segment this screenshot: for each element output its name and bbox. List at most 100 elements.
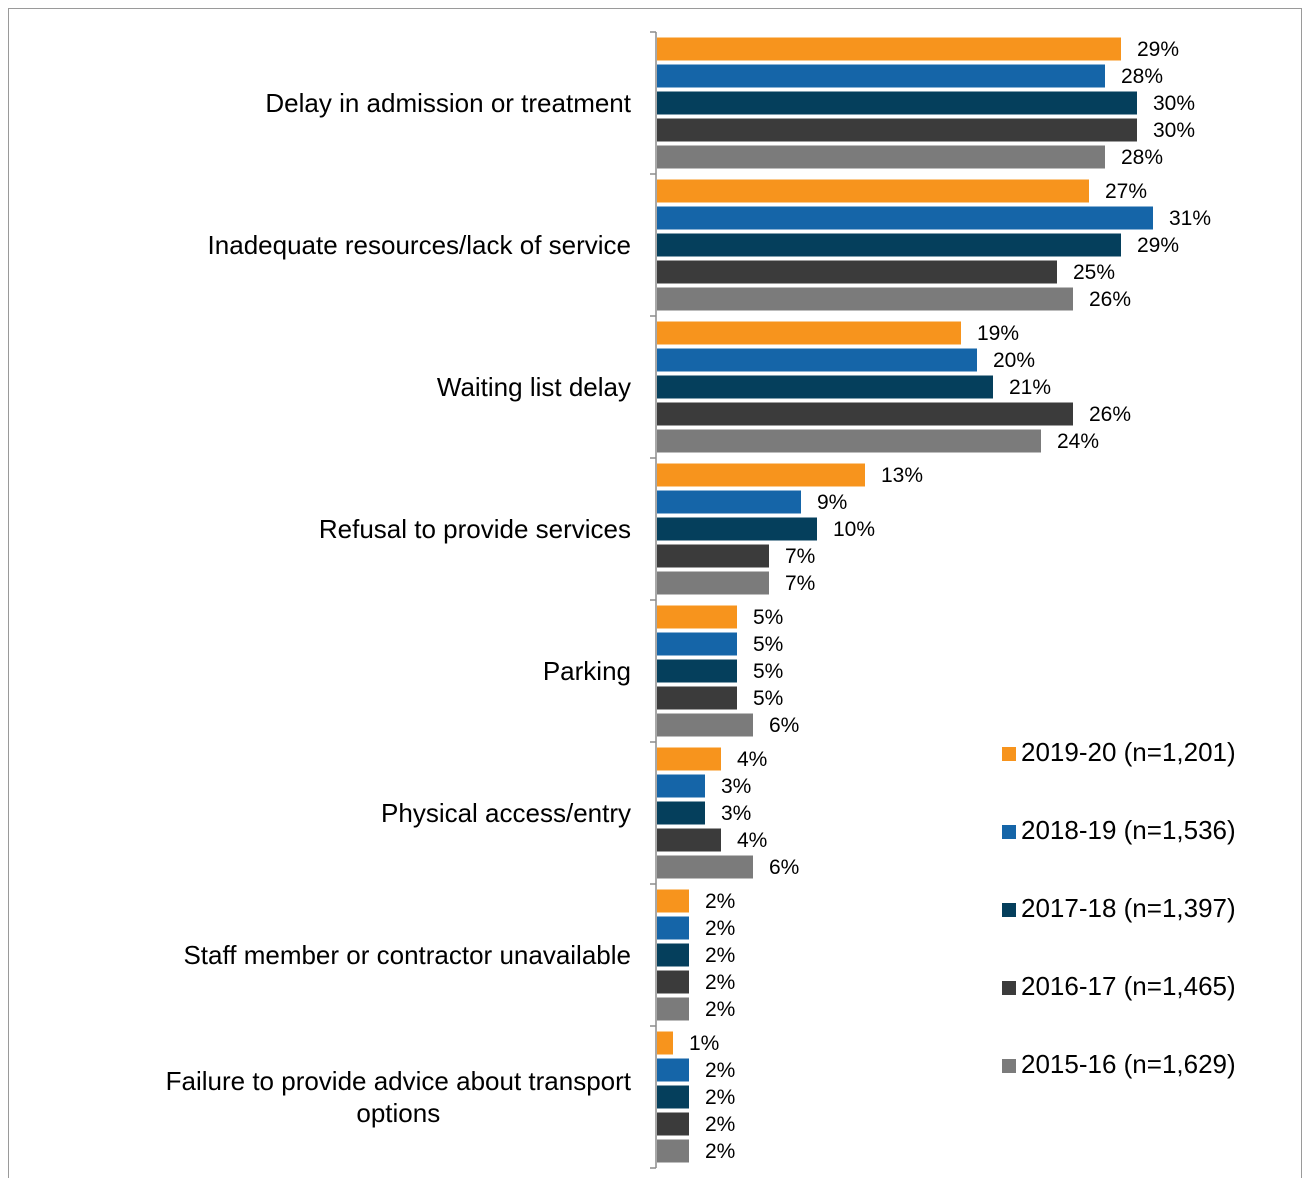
legend-label: 2015-16 (n=1,629) [1021,1049,1236,1079]
category-label: Parking [543,656,631,686]
bar [657,490,801,514]
data-label: 1% [689,1032,719,1055]
chart-frame [8,8,1302,1178]
data-label: 6% [769,856,799,879]
data-label: 5% [753,606,783,629]
data-label: 6% [769,714,799,737]
data-label: 2% [705,1140,735,1163]
bar [657,747,721,771]
bar [657,889,689,913]
data-label: 20% [993,349,1035,372]
category-label: Inadequate resources/lack of service [208,230,631,260]
bar [657,429,1041,453]
data-label: 27% [1105,180,1147,203]
legend-swatch [1002,1059,1016,1073]
data-label: 28% [1121,146,1163,169]
bar [657,1112,689,1136]
data-label: 2% [705,1059,735,1082]
data-label: 4% [737,829,767,852]
bar [657,544,769,568]
data-label: 2% [705,1086,735,1109]
bar [657,37,1121,61]
legend-swatch [1002,747,1016,761]
bar [657,375,993,399]
data-label: 5% [753,660,783,683]
legend-label: 2017-18 (n=1,397) [1021,893,1236,923]
bar [657,943,689,967]
data-label: 24% [1057,430,1099,453]
data-label: 26% [1089,403,1131,426]
data-label: 2% [705,944,735,967]
bar [657,632,737,656]
category-label: Delay in admission or treatment [265,88,631,118]
data-label: 3% [721,775,751,798]
data-label: 21% [1009,376,1051,399]
data-label: 4% [737,748,767,771]
bar [657,571,769,595]
bar [657,260,1057,284]
bar [657,828,721,852]
data-label: 7% [785,545,815,568]
bar [657,686,737,710]
bar [657,179,1089,203]
data-label: 2% [705,971,735,994]
bar [657,206,1153,230]
data-label: 29% [1137,234,1179,257]
data-label: 2% [705,890,735,913]
bar [657,659,737,683]
data-label: 7% [785,572,815,595]
data-label: 26% [1089,288,1131,311]
bar [657,774,705,798]
data-label: 13% [881,464,923,487]
bar [657,801,705,825]
data-label: 5% [753,687,783,710]
bar [657,463,865,487]
bar [657,321,961,345]
legend: 2019-20 (n=1,201) 2018-19 (n=1,536) 2017-1… [1002,737,1236,1079]
data-label: 2% [705,998,735,1021]
data-label: 10% [833,518,875,541]
bar [657,1085,689,1109]
data-label: 31% [1169,207,1211,230]
bar [657,713,753,737]
category-label: Waiting list delay [437,372,631,402]
value-labels: 29% 28% 30% 30% 28% 27% 31% 29% 25% 26% 19% 20% 21% 2… [689,38,1211,1163]
bars [657,37,1153,1163]
data-label: 28% [1121,65,1163,88]
bar [657,402,1073,426]
legend-label: 2016-17 (n=1,465) [1021,971,1236,1001]
legend-label: 2018-19 (n=1,536) [1021,815,1236,845]
bar [657,1058,689,1082]
legend-label: 2019-20 (n=1,201) [1021,737,1236,767]
category-label: Physical access/entry [381,798,631,828]
bar [657,855,753,879]
legend-swatch [1002,981,1016,995]
data-label: 25% [1073,261,1115,284]
bar [657,348,977,372]
data-label: 5% [753,633,783,656]
category-label: Staff member or contractor unavailable [183,940,631,970]
bar [657,970,689,994]
data-label: 2% [705,917,735,940]
data-label: 9% [817,491,847,514]
bar [657,233,1121,257]
data-label: 19% [977,322,1019,345]
bar [657,118,1137,142]
category-label: Refusal to provide services [319,514,631,544]
bar [657,287,1073,311]
category-label: Failure to provide advice about transpor… [166,1066,632,1128]
bar [657,517,817,541]
data-label: 3% [721,802,751,825]
category-axis [650,31,657,1169]
bar [657,64,1105,88]
bar [657,997,689,1021]
bar [657,605,737,629]
legend-swatch [1002,903,1016,917]
data-label: 29% [1137,38,1179,61]
bar [657,1031,673,1055]
bar [657,1139,689,1163]
bar [657,916,689,940]
category-labels: Delay in admission or treatment Inadequat… [166,88,632,1128]
legend-swatch [1002,825,1016,839]
